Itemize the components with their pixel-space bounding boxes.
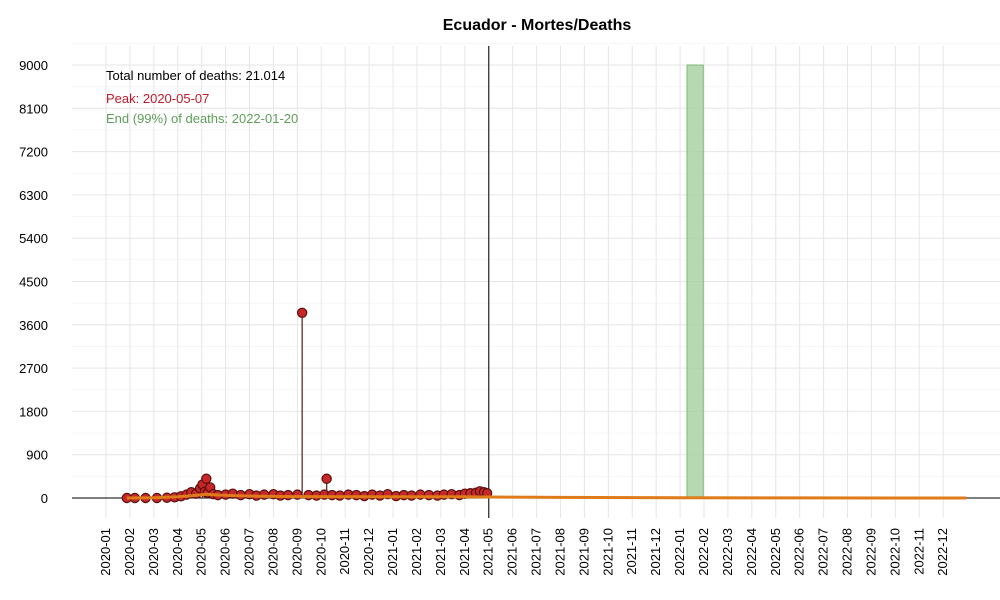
x-tick-label: 2021-05 [481,528,496,576]
x-tick-label: 2020-07 [242,528,257,576]
chart-title: Ecuador - Mortes/Deaths [443,17,632,34]
x-tick-label: 2020-05 [194,528,209,576]
x-tick-label: 2020-03 [146,528,161,576]
x-tick-label: 2022-05 [768,528,783,576]
y-tick-label: 6300 [19,188,48,203]
x-tick-label: 2020-02 [122,528,137,576]
y-tick-label: 0 [41,491,48,506]
x-tick-label: 2022-06 [792,528,807,576]
total-deaths-annotation: Total number of deaths: 21.014 [106,68,285,83]
x-tick-label: 2021-01 [385,528,400,576]
x-tick-label: 2020-06 [218,528,233,576]
x-tick-label: 2021-08 [552,528,567,576]
x-tick-label: 2022-08 [840,528,855,576]
y-tick-label: 1800 [19,404,48,419]
x-tick-label: 2021-11 [624,528,639,575]
y-tick-label: 4500 [19,275,48,290]
x-tick-label: 2020-09 [289,528,304,576]
x-tick-label: 2022-12 [935,528,950,576]
x-tick-label: 2022-10 [887,528,902,576]
x-tick-label: 2021-02 [409,528,424,576]
daily-point [201,473,212,484]
x-tick-label: 2022-09 [863,528,878,576]
x-tick-label: 2020-08 [265,528,280,576]
x-tick-labels: 2020-01 2020-02 2020-03 2020-04 2020-05 2020-… [98,528,950,576]
daily-point [423,489,435,501]
x-tick-label: 2022-02 [696,528,711,576]
x-tick-label: 2022-04 [744,528,759,576]
y-tick-label: 3600 [19,318,48,333]
y-tick-label: 9000 [19,58,48,73]
fitted-curve [126,492,967,500]
end-of-deaths-band [686,64,704,499]
x-tick-label: 2020-11 [337,528,352,575]
x-tick-label: 2022-01 [672,528,687,576]
x-tick-label: 2021-10 [600,528,615,576]
x-tick-label: 2021-09 [576,528,591,576]
x-tick-label: 2021-03 [433,528,448,576]
x-tick-label: 2021-07 [529,528,544,576]
y-tick-label: 8100 [19,101,48,116]
y-tick-label: 2700 [19,361,48,376]
x-tick-label: 2022-07 [816,528,831,576]
y-tick-label: 5400 [19,231,48,246]
x-tick-label: 2020-01 [98,528,113,576]
end-band-layer [686,64,704,499]
x-tick-label: 2021-06 [505,528,520,576]
x-tick-label: 2021-04 [457,528,472,576]
y-tick-label: 900 [26,448,48,463]
x-tick-label: 2022-11 [911,528,926,575]
x-tick-label: 2020-12 [361,528,376,576]
daily-point [321,473,332,484]
end-annotation: End (99%) of deaths: 2022-01-20 [106,111,298,126]
daily-point [296,307,308,318]
x-tick-label: 2020-10 [313,528,328,576]
x-tick-label: 2021-12 [648,528,663,576]
x-tick-label: 2022-03 [720,528,735,576]
x-tick-label: 2020-04 [170,528,185,576]
peak-annotation: Peak: 2020-05-07 [106,91,209,106]
y-tick-labels: 0 900 1800 2700 3600 4500 5400 6300 7200 8100 9000 [19,58,48,506]
y-tick-label: 7200 [19,145,48,160]
